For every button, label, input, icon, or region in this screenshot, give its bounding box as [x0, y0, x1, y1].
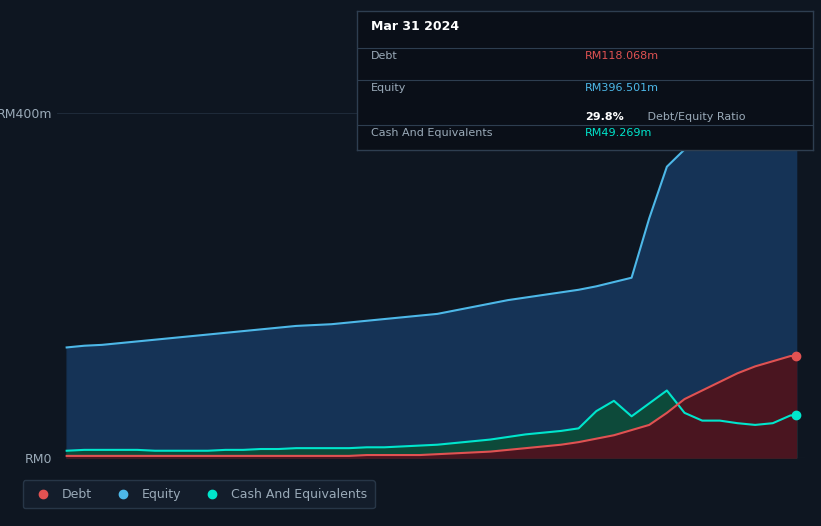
Text: Equity: Equity — [371, 83, 406, 93]
Text: RM118.068m: RM118.068m — [585, 51, 659, 61]
Text: Debt: Debt — [371, 51, 397, 61]
Text: Mar 31 2024: Mar 31 2024 — [371, 21, 459, 33]
Text: RM49.269m: RM49.269m — [585, 128, 653, 138]
Text: RM396.501m: RM396.501m — [585, 83, 659, 93]
Text: Debt/Equity Ratio: Debt/Equity Ratio — [644, 112, 745, 122]
Legend: Debt, Equity, Cash And Equivalents: Debt, Equity, Cash And Equivalents — [23, 480, 374, 509]
Text: Cash And Equivalents: Cash And Equivalents — [371, 128, 493, 138]
Text: 29.8%: 29.8% — [585, 112, 624, 122]
